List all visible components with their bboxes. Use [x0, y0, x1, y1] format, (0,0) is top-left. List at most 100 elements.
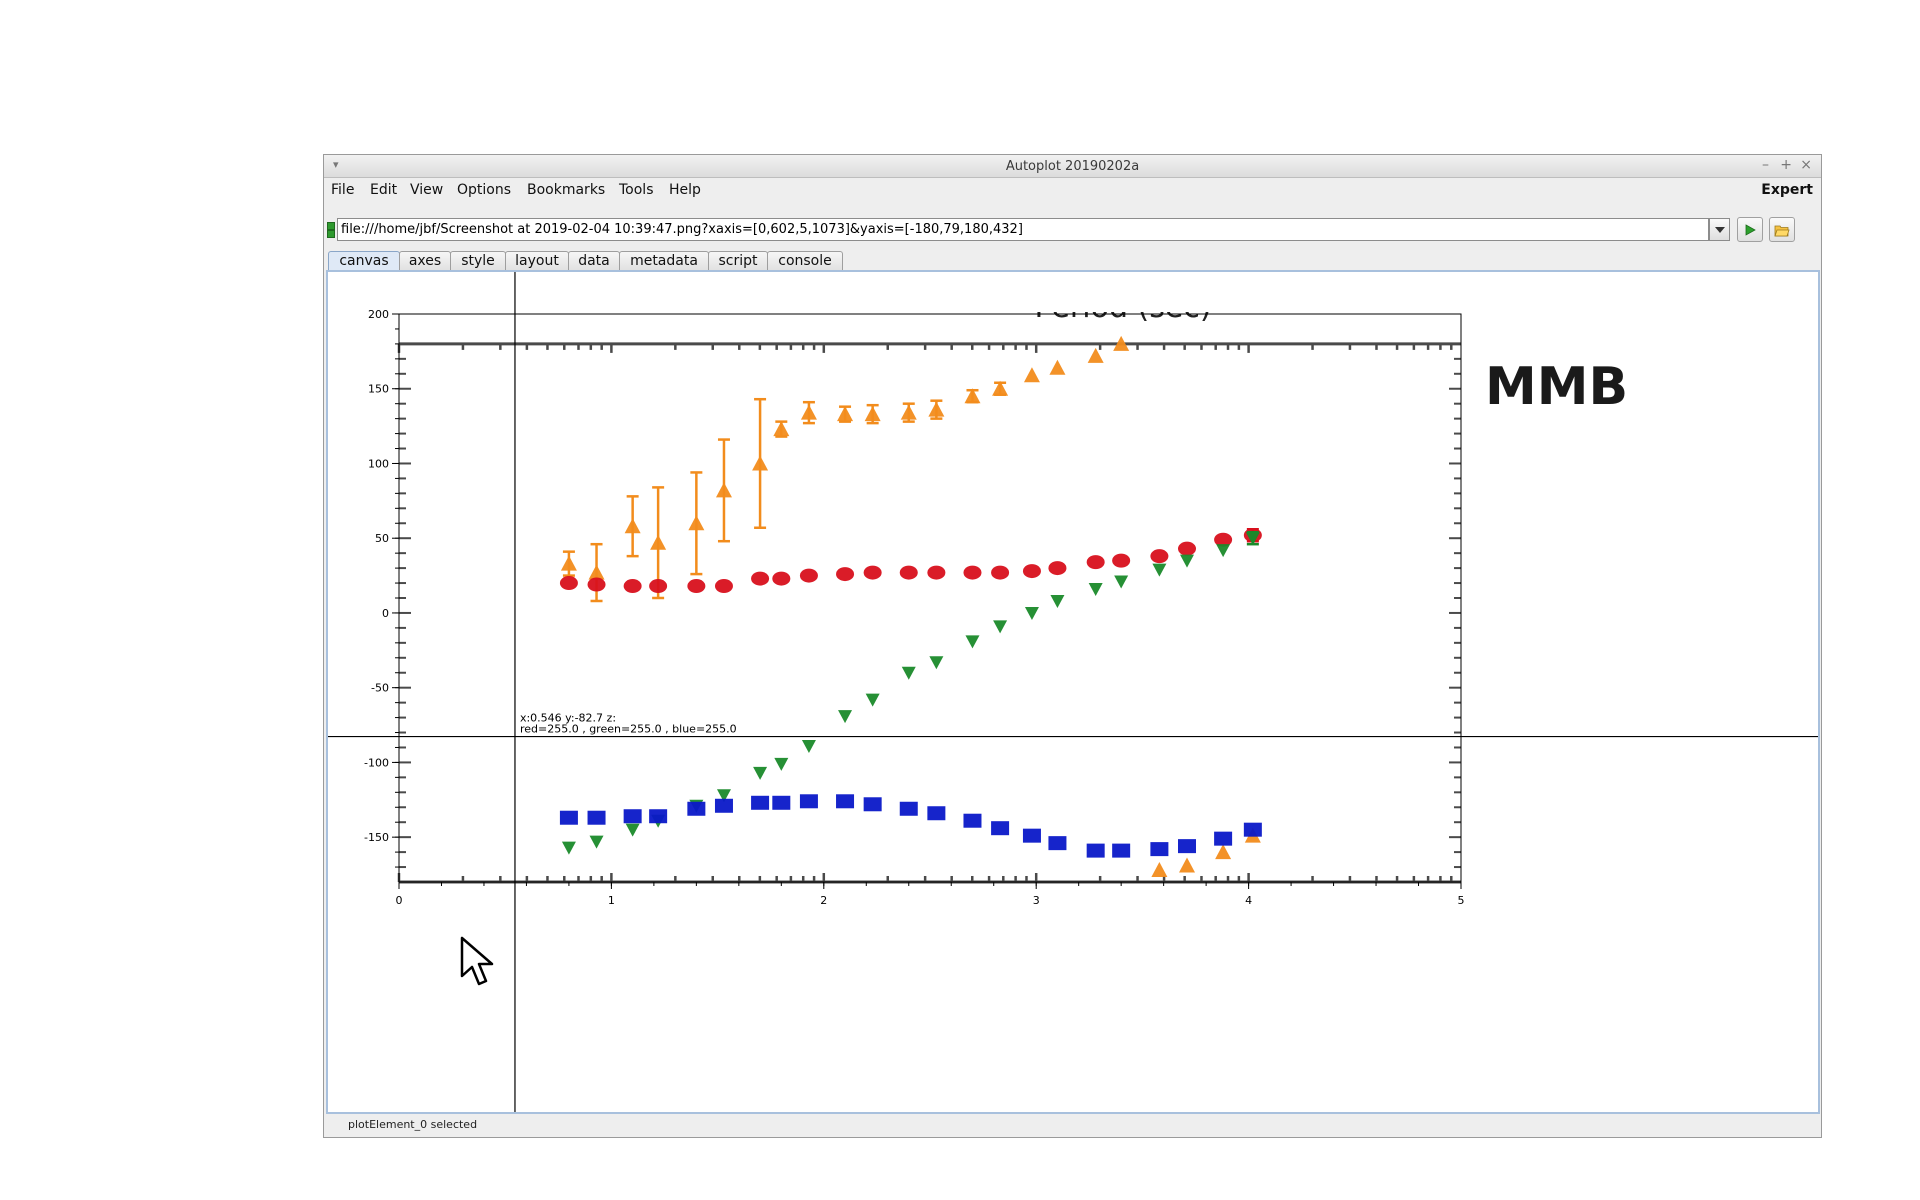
- browse-button[interactable]: [1769, 217, 1795, 242]
- marker-triangle-down: [1216, 544, 1231, 558]
- marker-triangle-down: [753, 766, 768, 780]
- data-point: [801, 739, 816, 753]
- marker-triangle-up: [773, 421, 790, 437]
- marker-circle: [836, 567, 855, 582]
- marker-triangle-down: [589, 835, 604, 849]
- data-point: [963, 565, 982, 580]
- expert-mode-label[interactable]: Expert: [1761, 182, 1813, 198]
- data-point: [559, 576, 578, 591]
- marker-triangle-up: [837, 406, 854, 422]
- uri-input[interactable]: [337, 218, 1709, 241]
- minimize-icon[interactable]: –: [1762, 157, 1769, 173]
- marker-triangle-up: [650, 534, 667, 550]
- data-point: [800, 400, 817, 425]
- marker-triangle-down: [1180, 554, 1195, 568]
- marker-triangle-down: [625, 823, 640, 837]
- marker-triangle-down: [838, 710, 853, 724]
- marker-triangle-up: [800, 404, 817, 420]
- tab-axes[interactable]: axes: [399, 251, 451, 271]
- tab-metadata[interactable]: metadata: [619, 251, 709, 271]
- menu-view[interactable]: View: [410, 182, 444, 198]
- marker-triangle-up: [752, 455, 769, 471]
- x-tick-label: 0: [396, 894, 403, 907]
- menu-bookmarks[interactable]: Bookmarks: [527, 182, 606, 198]
- data-point: [752, 397, 769, 529]
- data-point: [1048, 561, 1067, 576]
- data-point: [1152, 563, 1167, 577]
- plot-go-button[interactable]: [1737, 217, 1763, 242]
- close-icon[interactable]: ×: [1800, 157, 1812, 173]
- title-clip: [828, 292, 1528, 312]
- marker-square: [772, 795, 791, 810]
- data-point: [589, 835, 604, 849]
- y-tick-label: 100: [368, 457, 389, 470]
- tab-style[interactable]: style: [450, 251, 506, 271]
- tab-console[interactable]: console: [767, 251, 843, 271]
- marker-triangle-up: [1113, 335, 1130, 351]
- marker-square: [863, 797, 882, 812]
- data-point: [963, 813, 982, 828]
- data-point: [929, 656, 944, 670]
- data-point: [773, 420, 790, 438]
- menu-help[interactable]: Help: [669, 182, 701, 198]
- marker-triangle-up: [715, 482, 732, 498]
- marker-circle: [1086, 555, 1105, 570]
- menu-file[interactable]: File: [331, 182, 355, 198]
- plot-frame: [398, 313, 1462, 883]
- marker-triangle-up: [992, 380, 1009, 396]
- marker-square: [963, 813, 982, 828]
- data-point: [688, 471, 705, 576]
- data-point: [799, 568, 818, 583]
- maximize-icon[interactable]: +: [1780, 157, 1792, 173]
- data-point: [714, 798, 733, 813]
- marker-circle: [687, 579, 706, 594]
- data-point: [1086, 555, 1105, 570]
- marker-circle: [863, 565, 882, 580]
- data-point: [687, 801, 706, 816]
- uri-history-dropdown[interactable]: [1709, 218, 1730, 241]
- menu-edit[interactable]: Edit: [370, 182, 398, 198]
- marker-triangle-up: [1215, 844, 1232, 860]
- data-point: [1150, 549, 1169, 564]
- marker-triangle-down: [716, 789, 731, 803]
- data-point: [1216, 544, 1231, 558]
- tab-script[interactable]: script: [708, 251, 768, 271]
- data-point: [863, 797, 882, 812]
- menu-tools[interactable]: Tools: [619, 182, 654, 198]
- marker-square: [649, 809, 668, 824]
- data-point: [1113, 335, 1130, 351]
- data-point: [1049, 359, 1066, 375]
- marker-triangle-up: [964, 388, 981, 404]
- data-point: [687, 579, 706, 594]
- data-point: [1178, 839, 1197, 854]
- data-point: [1215, 844, 1232, 860]
- data-point: [751, 795, 770, 810]
- y-tick-label: -150: [364, 831, 389, 844]
- plot-svg[interactable]: Period (sec) MMB 012345-150-100-50050100…: [328, 272, 1818, 1112]
- marker-square: [687, 801, 706, 816]
- data-point: [1024, 606, 1039, 620]
- data-point: [1179, 857, 1196, 873]
- tab-data[interactable]: data: [568, 251, 620, 271]
- data-point: [588, 542, 605, 603]
- data-point: [900, 402, 917, 423]
- tab-canvas[interactable]: canvas: [328, 251, 400, 271]
- app-menu-icon[interactable]: ▾: [333, 158, 339, 171]
- tab-layout[interactable]: layout: [505, 251, 569, 271]
- menu-options[interactable]: Options: [457, 182, 512, 198]
- data-point: [1214, 532, 1233, 547]
- data-point: [799, 794, 818, 809]
- y-tick-label: -100: [364, 756, 389, 769]
- x-tick-label: 5: [1458, 894, 1465, 907]
- marker-square: [799, 794, 818, 809]
- marker-circle: [1214, 532, 1233, 547]
- data-point: [1150, 842, 1169, 857]
- marker-circle: [991, 565, 1010, 580]
- marker-triangle-up: [688, 515, 705, 531]
- title-bar[interactable]: ▾ Autoplot 20190202a – + ×: [324, 155, 1821, 178]
- y-tick-label: 150: [368, 383, 389, 396]
- plot-canvas[interactable]: Period (sec) MMB 012345-150-100-50050100…: [326, 270, 1820, 1114]
- data-point: [1245, 530, 1260, 546]
- y-tick-label: -50: [371, 682, 389, 695]
- marker-triangle-up: [900, 404, 917, 420]
